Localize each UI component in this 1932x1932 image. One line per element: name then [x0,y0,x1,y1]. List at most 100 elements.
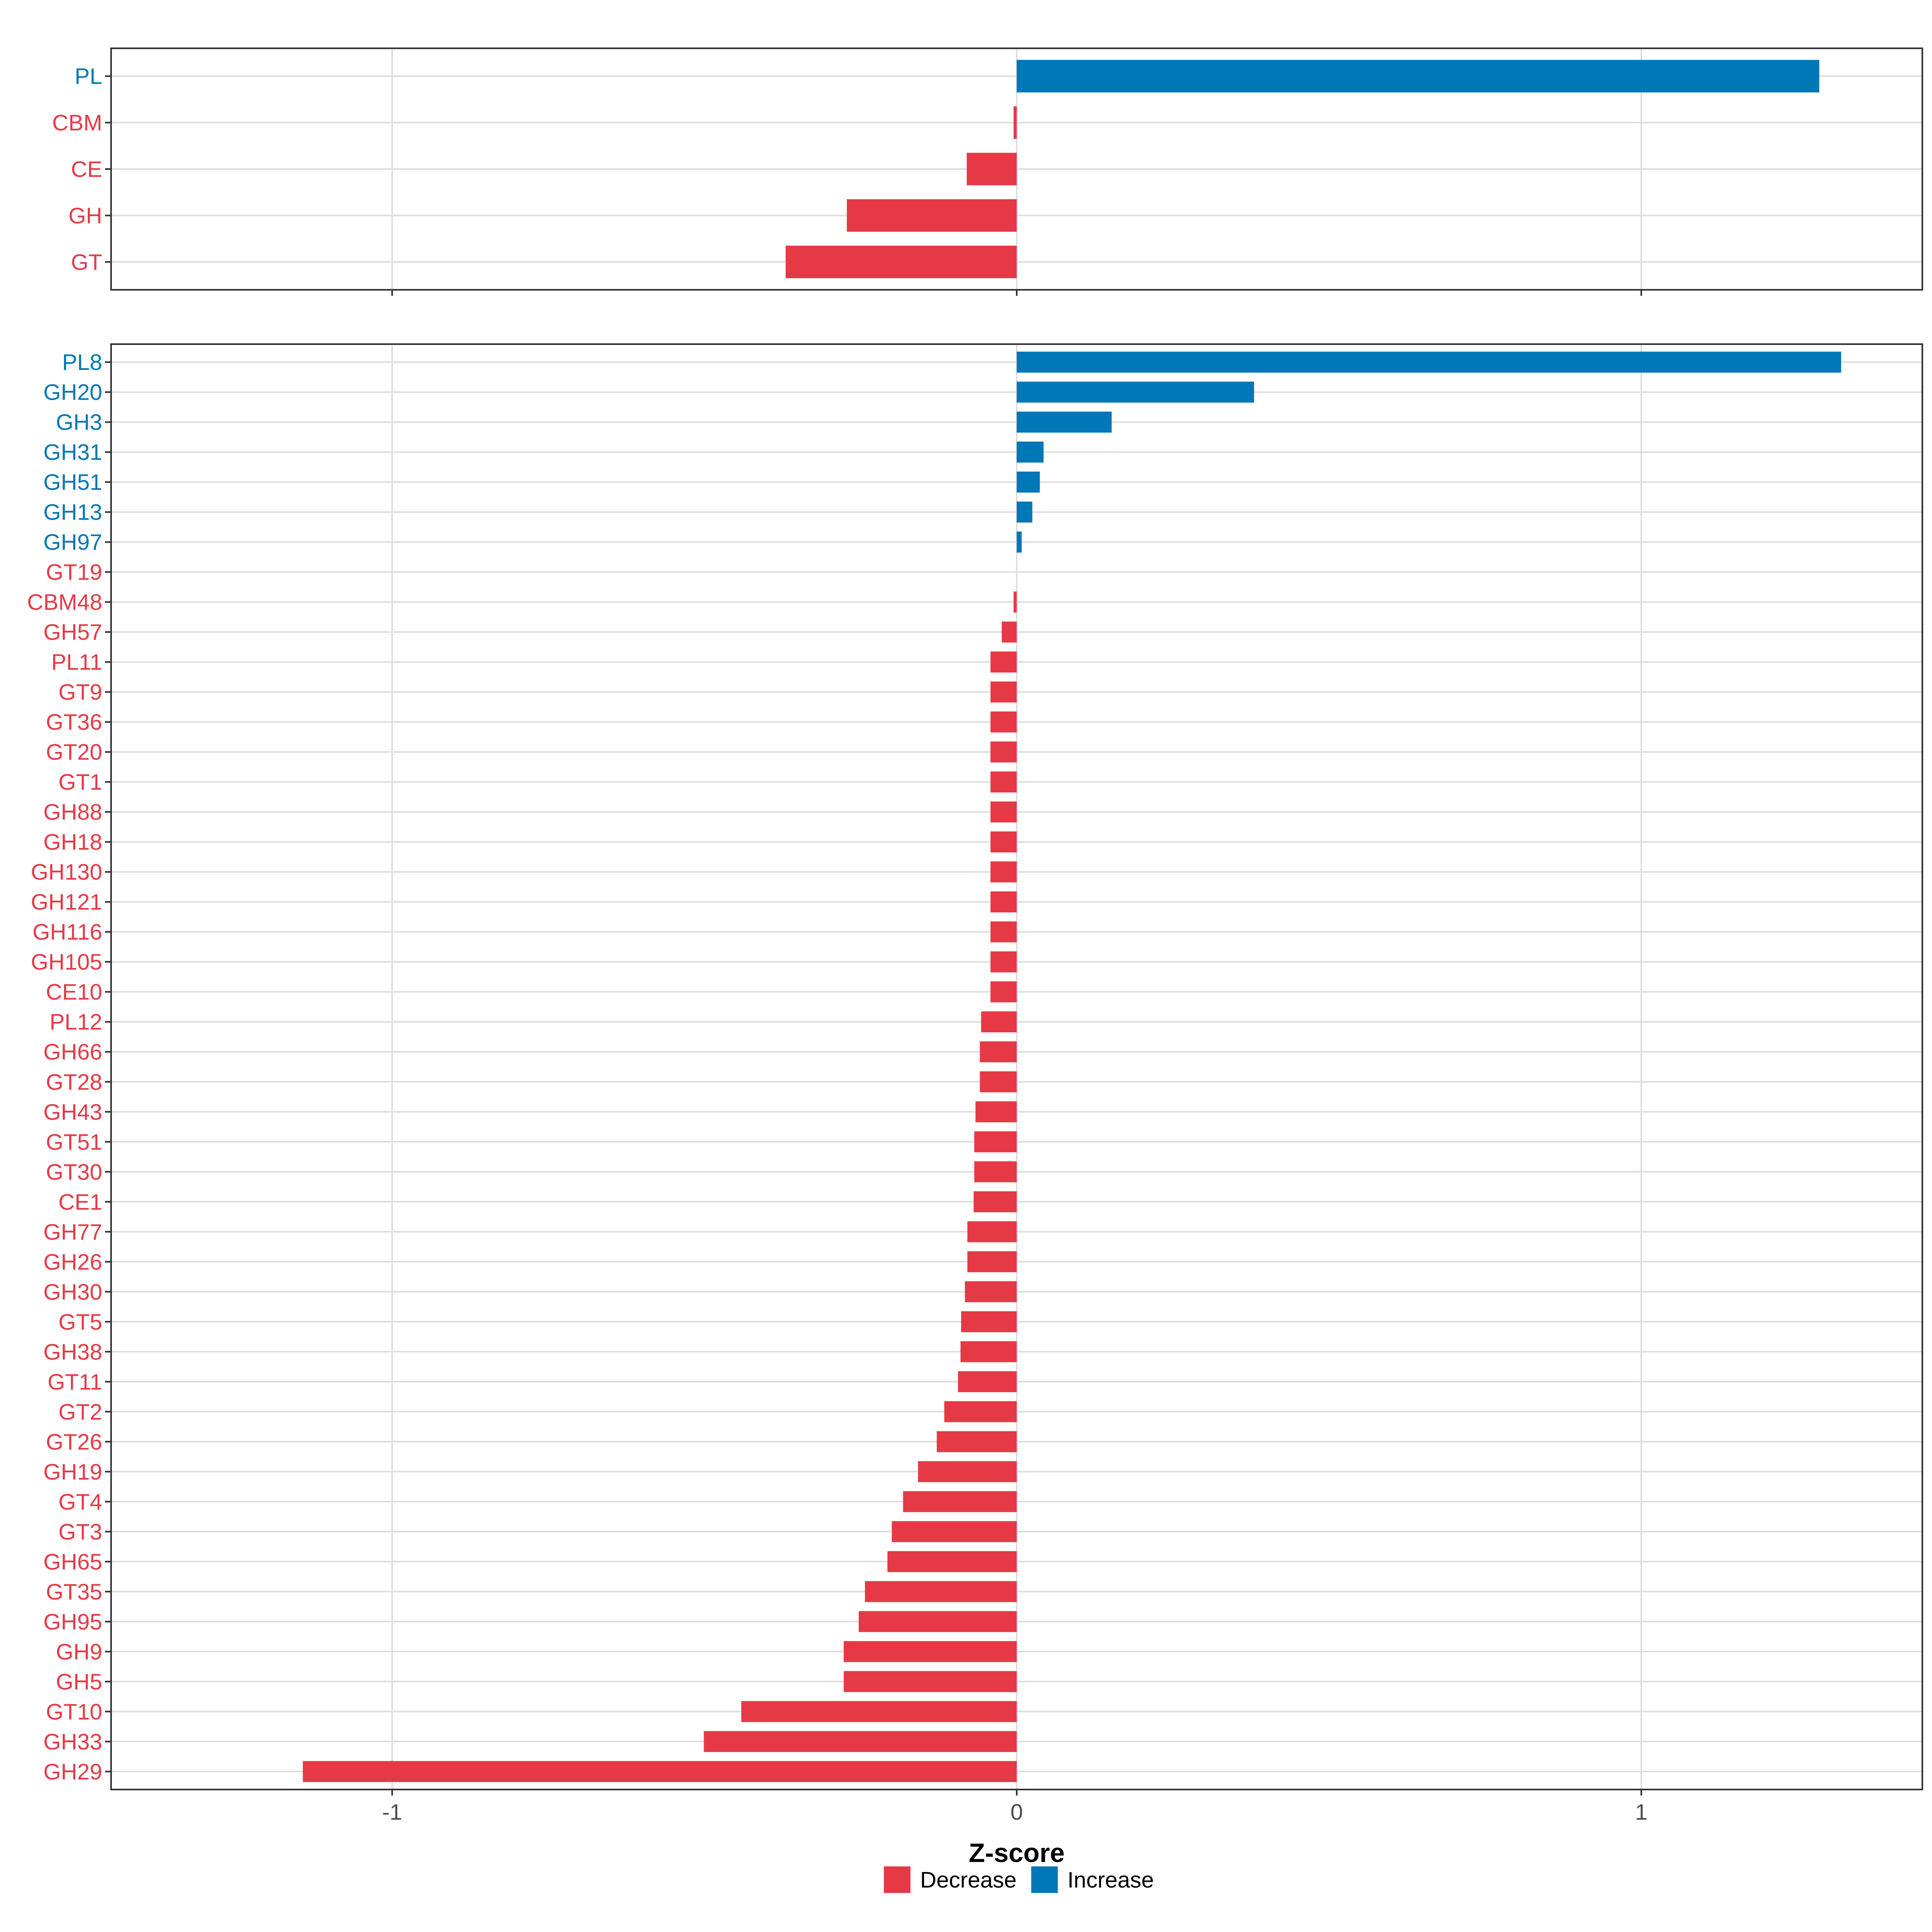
category-label: GH33 [43,1729,102,1754]
bar-GH130 [990,861,1017,883]
category-label: CBM [52,110,102,135]
bar-GH121 [990,891,1017,912]
legend-label-increase: Increase [1067,1867,1154,1893]
category-label: GT51 [46,1129,102,1154]
category-label: GT19 [46,559,102,585]
category-label: GT30 [46,1159,102,1185]
bar-GH51 [1017,471,1040,493]
bar-GT51 [974,1131,1017,1152]
category-label: GT1 [58,769,102,795]
category-label: GH77 [43,1219,102,1245]
category-label: GH95 [43,1609,102,1634]
x-tick-label: 0 [1010,1799,1023,1825]
category-label: GH121 [31,889,102,914]
legend-label-decrease: Decrease [920,1867,1017,1893]
category-label: GH38 [43,1339,102,1364]
category-label: GH3 [56,409,102,435]
category-label: GH18 [43,829,102,855]
category-label: GH30 [43,1279,102,1305]
category-label: GT10 [46,1699,102,1724]
category-label: GT28 [46,1069,102,1094]
bar-GH77 [967,1221,1017,1243]
bar-GT10 [741,1701,1017,1722]
bar-GH30 [965,1281,1017,1302]
bar-GH105 [990,951,1017,972]
bar-PL11 [990,651,1017,673]
bar-GH5 [844,1671,1017,1692]
bar-GT5 [961,1311,1017,1332]
bar-GT2 [944,1401,1017,1422]
category-label: GH88 [43,799,102,825]
bar-GH13 [1017,502,1032,523]
bar-GH [846,199,1017,232]
category-label: PL [75,64,103,89]
bar-GT4 [903,1491,1017,1512]
category-label: GH116 [33,919,102,945]
bar-GH9 [844,1641,1017,1662]
category-label: GH29 [43,1759,102,1784]
category-label: PL11 [51,649,102,675]
category-label: GH19 [43,1459,102,1484]
category-label: GH31 [43,440,102,465]
bar-GH65 [887,1551,1017,1572]
category-label: GH97 [43,529,102,555]
category-label: GT20 [46,739,102,765]
bar-GH31 [1017,442,1044,463]
category-label: GH [68,203,102,228]
category-label: GT36 [46,709,102,735]
bar-GH66 [980,1041,1017,1063]
legend-swatch-decrease [884,1866,910,1893]
x-axis-title: Z-score [969,1838,1065,1868]
category-label: GH26 [43,1249,102,1274]
x-tick-label: 1 [1635,1799,1647,1825]
bar-GT11 [958,1371,1017,1392]
bar-GT9 [990,681,1017,703]
bar-CE [966,153,1017,186]
bar-CBM [1013,106,1017,139]
bar-GH19 [918,1461,1017,1482]
panel-family: PL CBM CE GH GT [52,47,1923,296]
bar-GT26 [937,1431,1017,1452]
category-label: GT9 [58,679,102,705]
bar-GT3 [892,1521,1017,1542]
bar-GH88 [990,801,1017,823]
category-label: GT4 [58,1489,102,1514]
bar-GH97 [1017,531,1022,553]
category-label: GH57 [43,619,102,645]
category-label: GT26 [46,1429,102,1454]
category-label: GH20 [43,380,102,405]
bar-CE10 [990,981,1017,1003]
bar-GH33 [704,1731,1017,1752]
bar-CBM48 [1013,591,1017,613]
category-label: GH43 [43,1099,102,1125]
category-label: CE [71,157,102,182]
bar-GH38 [960,1341,1017,1362]
bar-GT30 [974,1161,1017,1183]
category-label: CE1 [58,1189,102,1214]
category-label: GT [71,249,102,275]
bar-GH29 [303,1761,1017,1782]
category-label: GH105 [31,949,102,974]
bar-GH3 [1017,411,1112,433]
category-label: GT2 [58,1399,102,1424]
legend-swatch-increase [1031,1866,1058,1893]
category-label: PL8 [62,349,102,375]
bar-GT35 [865,1581,1017,1602]
category-label: GH65 [43,1549,102,1574]
category-label: GH5 [56,1669,102,1694]
bar-PL8 [1017,351,1841,373]
category-label: GT35 [46,1579,102,1604]
category-label: GH130 [31,859,102,885]
category-label: GT11 [47,1369,102,1394]
bar-PL [1017,60,1819,93]
category-label: GH9 [56,1639,102,1664]
x-tick-label: -1 [382,1799,402,1825]
bar-GH95 [859,1611,1017,1632]
category-label: GH66 [43,1039,102,1065]
bar-GH116 [990,921,1017,943]
bar-GT28 [980,1071,1017,1092]
bar-GH26 [967,1251,1017,1272]
bar-GH43 [975,1101,1017,1123]
bar-CE1 [973,1191,1017,1212]
